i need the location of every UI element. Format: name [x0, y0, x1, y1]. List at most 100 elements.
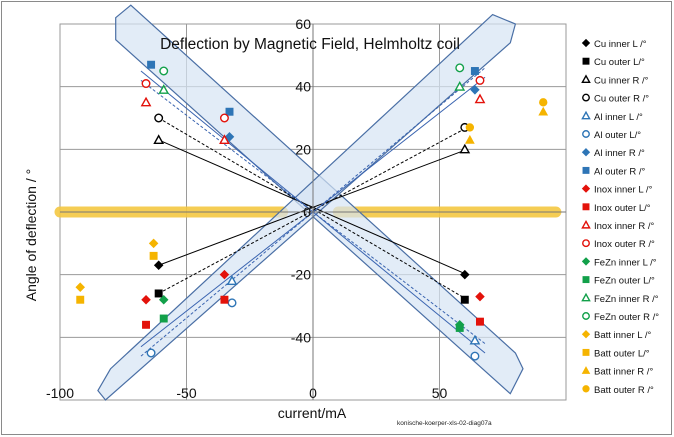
data-point [141, 294, 151, 305]
legend: Cu inner L /° Cu outer L/° Cu inner R /° Cu… [581, 38, 659, 396]
data-point [226, 275, 238, 285]
legend-label: Inox outer L/° [594, 203, 651, 214]
data-point [475, 291, 485, 302]
chart-title: Deflection by Magnetic Field, Helmholtz … [160, 36, 460, 53]
data-point [219, 269, 230, 280]
data-point [460, 295, 469, 304]
data-point [148, 238, 159, 249]
footnote: konische-koerper-xls-02-diag07a [397, 420, 492, 427]
legend-marker [581, 184, 591, 193]
legend-label: Al outer L/° [594, 130, 641, 141]
data-point [140, 96, 152, 107]
legend-label: FeZn outer L/° [594, 276, 655, 287]
legend-label: Batt outer L/° [594, 348, 650, 359]
legend-marker [581, 292, 591, 302]
legend-label: Inox outer R /° [594, 239, 655, 250]
legend-marker [582, 385, 590, 393]
legend-marker [581, 257, 591, 266]
y-tick-label: -20 [291, 267, 311, 283]
data-point [153, 260, 164, 271]
y-tick-label: 60 [295, 16, 311, 32]
legend-label: Cu outer L/° [594, 57, 645, 68]
y-tick-label: -40 [291, 329, 311, 345]
data-point [141, 79, 151, 89]
data-point [470, 85, 480, 95]
legend-marker [582, 348, 590, 356]
x-tick-label: 50 [432, 385, 448, 401]
data-point [158, 84, 170, 94]
data-point [464, 134, 475, 144]
data-point [149, 251, 158, 260]
data-point [158, 294, 169, 305]
legend-marker [582, 166, 590, 174]
legend-label: Inox inner L /° [594, 185, 653, 196]
data-point [219, 134, 230, 144]
data-point [476, 317, 484, 326]
data-point [219, 113, 229, 123]
data-point [75, 282, 86, 292]
data-point [465, 123, 475, 132]
legend-marker [582, 57, 590, 65]
legend-label: FeZn inner R /° [594, 294, 659, 305]
x-tick-label: -50 [176, 385, 196, 401]
data-point [153, 134, 165, 144]
data-point [539, 98, 548, 107]
legend-marker [581, 38, 591, 48]
legend-label: Al inner R /° [594, 148, 645, 159]
data-point [154, 289, 163, 298]
legend-label: FeZn outer R /° [594, 312, 659, 323]
legend-label: Batt inner L /° [594, 330, 652, 341]
data-point [220, 295, 229, 304]
legend-label: Cu outer R /° [594, 94, 649, 105]
legend-marker [581, 110, 591, 120]
legend-marker [581, 148, 591, 157]
data-point [459, 143, 471, 154]
data-point [159, 314, 168, 323]
legend-marker [582, 276, 590, 284]
legend-marker [581, 366, 591, 374]
legend-label: Al inner L /° [594, 112, 643, 123]
y-tick-label: 40 [295, 79, 311, 95]
data-point [474, 93, 486, 104]
data-point [227, 298, 237, 308]
legend-marker [581, 74, 591, 83]
data-point [455, 63, 465, 73]
x-tick-label: 0 [309, 385, 317, 401]
data-point [76, 295, 85, 304]
x-axis-label: current/mA [278, 405, 347, 421]
y-axis-label: Angle of deflection / ° [23, 169, 39, 301]
data-point [460, 269, 470, 280]
legend-marker [582, 93, 590, 102]
legend-marker [581, 330, 591, 339]
legend-marker [582, 312, 590, 320]
data-point [154, 113, 164, 123]
legend-marker [582, 130, 590, 138]
data-point [142, 320, 150, 329]
legend-label: Cu inner R /° [594, 75, 649, 86]
data-point [455, 323, 464, 332]
data-point [147, 60, 156, 69]
legend-label: Cu inner L /° [594, 39, 647, 50]
y-tick-label: 0 [303, 204, 311, 220]
x-tick-label: -100 [46, 385, 74, 401]
data-point [470, 67, 479, 75]
legend-marker [582, 239, 590, 248]
data-point [159, 66, 169, 76]
data-point [146, 348, 156, 358]
legend-marker [581, 219, 591, 229]
legend-label: Al outer R /° [594, 166, 646, 177]
legend-label: Batt inner R /° [594, 367, 653, 378]
data-point [454, 81, 466, 91]
data-point [470, 351, 480, 361]
legend-label: Inox inner R /° [594, 221, 654, 232]
data-point [538, 106, 549, 116]
data-point [469, 334, 481, 345]
data-point [224, 132, 235, 142]
y-tick-label: 20 [295, 141, 311, 157]
data-point [475, 75, 485, 85]
data-point [225, 107, 234, 116]
legend-marker [582, 203, 590, 211]
legend-label: Batt outer R /° [594, 385, 654, 396]
